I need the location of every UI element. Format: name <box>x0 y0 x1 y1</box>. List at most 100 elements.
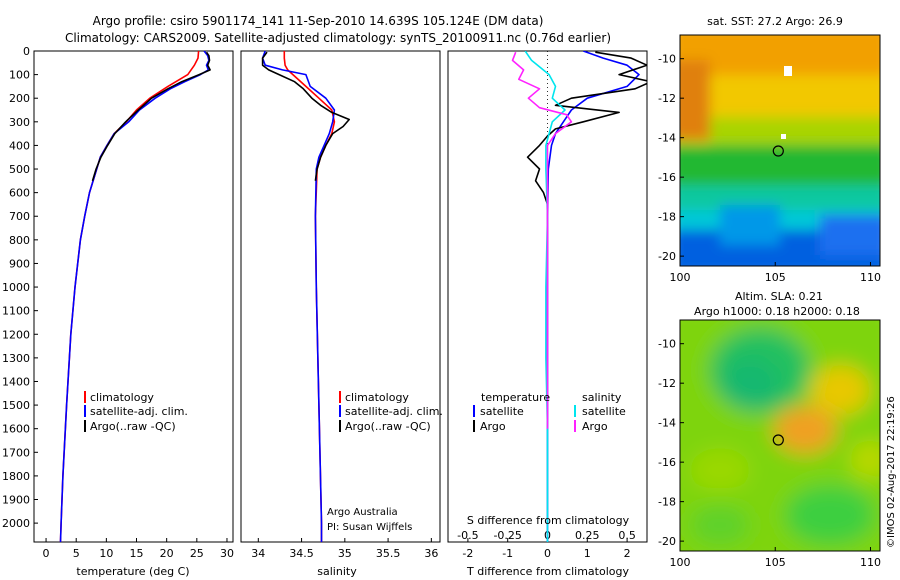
sst-map-field <box>680 35 880 266</box>
sdiff-x-tick-label: -0.25 <box>493 529 521 542</box>
depth-tick-label: 700 <box>9 210 30 223</box>
depth-tick-label: 2000 <box>2 517 30 530</box>
temperature-plot-frame <box>33 50 234 543</box>
tdiff-x-tick-label: -2 <box>462 547 473 560</box>
legend-temperature-satellite: satellite <box>480 405 524 418</box>
sst-profile-marker <box>772 145 784 157</box>
salinity-x-tick-label: 35 <box>338 547 352 560</box>
sla-map-field <box>680 320 880 551</box>
temperature-xlabel: temperature (deg C) <box>76 565 189 578</box>
tdiff-x-tick-label: 2 <box>624 547 631 560</box>
series-line-salinity-argo <box>511 51 573 429</box>
salinity-legend-climatology: climatology <box>345 391 409 404</box>
temperature-x-tick-label: 0 <box>43 547 50 560</box>
depth-tick-label: 1200 <box>2 328 30 341</box>
sla-map-frame <box>679 319 881 552</box>
salinity-x-tick-label: 34.5 <box>289 547 314 560</box>
sla-profile-marker <box>772 434 784 446</box>
salinity-x-tick-label: 36 <box>424 547 438 560</box>
difference-legend: satellite temperature satellite Argo sal… <box>473 391 626 433</box>
temperature-x-tick-label: 25 <box>190 547 204 560</box>
legend-salinity-argo: Argo <box>582 420 608 433</box>
depth-tick-label: 1400 <box>2 375 30 388</box>
tdiff-x-tick-label: -1 <box>502 547 513 560</box>
temperature-x-tick-label: 10 <box>99 547 113 560</box>
depth-tick-label: 1900 <box>2 494 30 507</box>
salinity-annotation-line2: PI: Susan Wijffels <box>327 522 412 533</box>
salinity-legend-argo: Argo(..raw -QC) <box>345 420 431 433</box>
legend-temperature-argo: Argo <box>480 420 506 433</box>
salinity-panel: 34 34.5 35 35.5 36 climatology satellite-adj… <box>240 50 443 578</box>
salinity-x-tick-label: 34 <box>251 547 265 560</box>
sst-map-frame <box>679 34 881 267</box>
depth-tick-label: 900 <box>9 257 30 270</box>
depth-tick-label: 1800 <box>2 470 30 483</box>
temperature-legend-climatology: climatology <box>90 391 154 404</box>
sla-map-lat-label: -16 <box>658 456 676 469</box>
sst-map-title: sat. SST: 27.2 Argo: 26.9 <box>707 15 843 28</box>
sdiff-x-tick-label: 0.5 <box>618 529 636 542</box>
depth-tick-label: 1300 <box>2 352 30 365</box>
temperature-legend: climatology satellite-adj. clim. Argo(..… <box>84 391 188 433</box>
salinity-plot-frame <box>240 50 441 543</box>
sst-map-lat-label: -16 <box>658 171 676 184</box>
sla-map-lon-label: 100 <box>670 556 691 569</box>
sla-map-lat-label: -20 <box>658 535 676 548</box>
temperature-panel: 0100200300400500600700800900100011001200… <box>2 45 234 578</box>
sst-map-lat-label: -12 <box>658 92 676 105</box>
sst-map-panel: sat. SST: 27.2 Argo: 26.9 100 105 110-10-1 <box>658 15 881 284</box>
series-line-satellite-adj-clim- <box>261 51 336 542</box>
sla-map-panel: Altim. SLA: 0.21 Argo h1000: 0.18 h2000:… <box>658 290 881 569</box>
sdiff-x-tick-label: -0.5 <box>457 529 478 542</box>
depth-tick-label: 800 <box>9 234 30 247</box>
sla-map-lat-label: -12 <box>658 377 676 390</box>
difference-xlabel: T difference from climatology <box>466 565 629 578</box>
sla-map-lat-label: -14 <box>658 417 676 430</box>
sst-map-lon-label: 105 <box>765 271 786 284</box>
depth-tick-label: 0 <box>23 45 30 58</box>
depth-tick-label: 1700 <box>2 446 30 459</box>
sst-map-lat-label: -14 <box>658 132 676 145</box>
sla-map-lat-label: -10 <box>658 338 676 351</box>
depth-tick-label: 1500 <box>2 399 30 412</box>
series-line-argo-raw-qc- <box>91 51 211 182</box>
sst-map-lat-label: -18 <box>658 211 676 224</box>
salinity-xlabel: salinity <box>317 565 357 578</box>
sst-map-lat-label: -10 <box>658 53 676 66</box>
figure-title-line2: Climatology: CARS2009. Satellite-adjuste… <box>65 31 611 45</box>
salinity-x-tick-label: 35.5 <box>376 547 401 560</box>
legend-group-temperature: temperature <box>481 391 550 404</box>
sla-map-lon-label: 105 <box>765 556 786 569</box>
depth-tick-label: 600 <box>9 187 30 200</box>
legend-group-salinity: salinity <box>582 391 622 404</box>
temperature-x-tick-label: 5 <box>73 547 80 560</box>
depth-tick-label: 1600 <box>2 423 30 436</box>
depth-tick-label: 300 <box>9 116 30 129</box>
sla-map-lat-label: -18 <box>658 496 676 509</box>
temperature-x-tick-label: 20 <box>160 547 174 560</box>
sla-map-title: Altim. SLA: 0.21 <box>735 290 823 303</box>
figure-title-line1: Argo profile: csiro 5901174_141 11-Sep-2… <box>93 14 544 28</box>
depth-tick-label: 1000 <box>2 281 30 294</box>
tdiff-x-tick-label: 1 <box>584 547 591 560</box>
tdiff-x-tick-label: 0 <box>544 547 551 560</box>
sdiff-x-tick-label: 0.25 <box>575 529 600 542</box>
temperature-x-tick-label: 30 <box>220 547 234 560</box>
difference-xlabel-top: S difference from climatology <box>467 514 630 527</box>
depth-tick-label: 200 <box>9 92 30 105</box>
depth-tick-label: 500 <box>9 163 30 176</box>
sst-map-lat-label: -20 <box>658 250 676 263</box>
series-line-temperature-argo <box>526 51 647 205</box>
sla-map-lon-label: 110 <box>860 556 881 569</box>
temperature-legend-argo: Argo(..raw -QC) <box>90 420 176 433</box>
salinity-legend: climatology satellite-adj. clim. Argo(..… <box>339 391 443 433</box>
copyright-stamp: ©IMOS 02-Aug-2017 22:19:26 <box>886 396 897 548</box>
depth-tick-label: 400 <box>9 139 30 152</box>
sla-map-subtitle: Argo h1000: 0.18 h2000: 0.18 <box>694 305 860 318</box>
depth-tick-label: 100 <box>9 69 30 82</box>
temperature-x-tick-label: 15 <box>130 547 144 560</box>
series-line-argo-raw-qc- <box>261 51 351 181</box>
salinity-legend-satellite: satellite-adj. clim. <box>345 405 443 418</box>
